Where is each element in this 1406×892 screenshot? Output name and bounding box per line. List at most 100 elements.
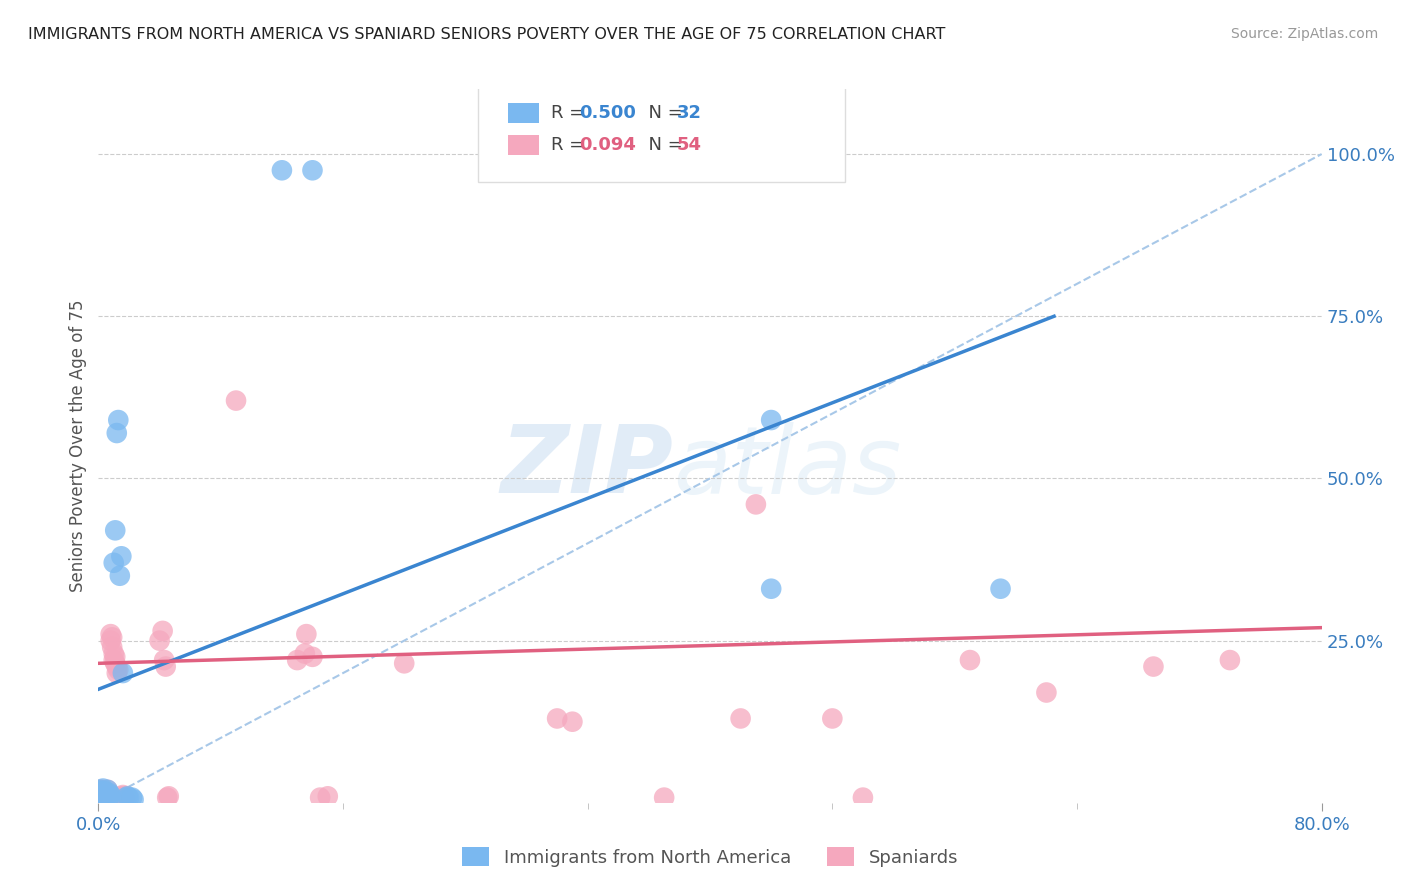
Point [118,790,141,805]
Point [546,711,568,725]
Point [104,524,127,538]
Point [852,790,875,805]
Point [225,393,247,408]
Point [104,649,127,664]
Point [103,556,125,570]
Point [111,788,134,802]
Point [90,788,112,802]
Point [295,627,318,641]
Point [100,788,122,802]
Point [94,788,117,802]
Point [110,549,132,564]
Point [301,163,323,178]
Point [98,786,121,800]
Point [91,782,114,797]
Text: Source: ZipAtlas.com: Source: ZipAtlas.com [1230,27,1378,41]
Point [294,647,316,661]
Point [89,786,111,800]
Point [101,631,124,645]
Point [1035,685,1057,699]
Point [93,784,115,798]
Point [91,781,114,796]
Point [98,786,121,800]
Point [93,784,115,798]
Point [108,568,131,582]
Point [105,666,128,681]
Point [745,497,768,511]
Point [652,790,675,805]
Point [110,789,132,804]
Point [561,714,583,729]
Point [91,786,114,800]
Text: N =: N = [637,104,688,122]
Text: IMMIGRANTS FROM NORTH AMERICA VS SPANIARD SENIORS POVERTY OVER THE AGE OF 75 COR: IMMIGRANTS FROM NORTH AMERICA VS SPANIAR… [28,27,945,42]
Point [101,640,124,654]
Point [117,789,139,804]
Point [285,653,308,667]
Point [98,790,121,805]
Point [90,784,112,798]
Point [105,425,128,440]
Point [759,413,782,427]
Point [990,582,1012,596]
Text: R =: R = [551,136,591,153]
Point [115,789,138,804]
FancyBboxPatch shape [508,103,538,123]
Point [316,789,339,804]
Point [90,784,112,798]
Point [100,627,122,641]
Point [89,782,111,797]
Point [105,659,128,673]
Point [98,790,121,805]
FancyBboxPatch shape [478,86,845,182]
Point [97,789,120,804]
Point [157,789,180,804]
Point [759,582,782,596]
Point [156,790,179,805]
Point [93,789,115,804]
Point [94,786,117,800]
Point [103,647,125,661]
Text: 32: 32 [678,104,702,122]
Text: 54: 54 [678,136,702,153]
Point [104,657,127,671]
Text: N =: N = [637,136,688,153]
Y-axis label: Seniors Poverty Over the Age of 75: Seniors Poverty Over the Age of 75 [69,300,87,592]
Point [821,711,844,725]
Point [112,790,135,805]
Point [97,782,120,797]
Point [111,666,134,681]
Text: 0.094: 0.094 [579,136,636,153]
Point [152,624,174,638]
Text: ZIP: ZIP [501,421,673,514]
Point [730,711,752,725]
Text: 0.500: 0.500 [579,104,636,122]
Point [122,792,145,806]
Point [103,653,125,667]
Point [97,789,120,804]
Point [94,788,117,802]
Point [155,659,177,673]
Point [270,163,292,178]
Point [89,782,111,797]
Point [89,786,111,800]
Point [149,633,172,648]
Point [115,790,138,805]
Text: R =: R = [551,104,591,122]
Point [392,657,416,671]
Point [959,653,981,667]
Point [108,790,131,805]
Text: atlas: atlas [673,422,901,513]
Point [90,788,112,802]
Point [309,790,332,805]
Legend: Immigrants from North America, Spaniards: Immigrants from North America, Spaniards [453,838,967,876]
Point [121,790,143,805]
Point [97,782,120,797]
Point [153,653,176,667]
Point [94,786,117,800]
Point [1219,653,1241,667]
Point [1142,659,1164,673]
Point [301,649,323,664]
FancyBboxPatch shape [508,135,538,155]
Point [93,790,115,805]
